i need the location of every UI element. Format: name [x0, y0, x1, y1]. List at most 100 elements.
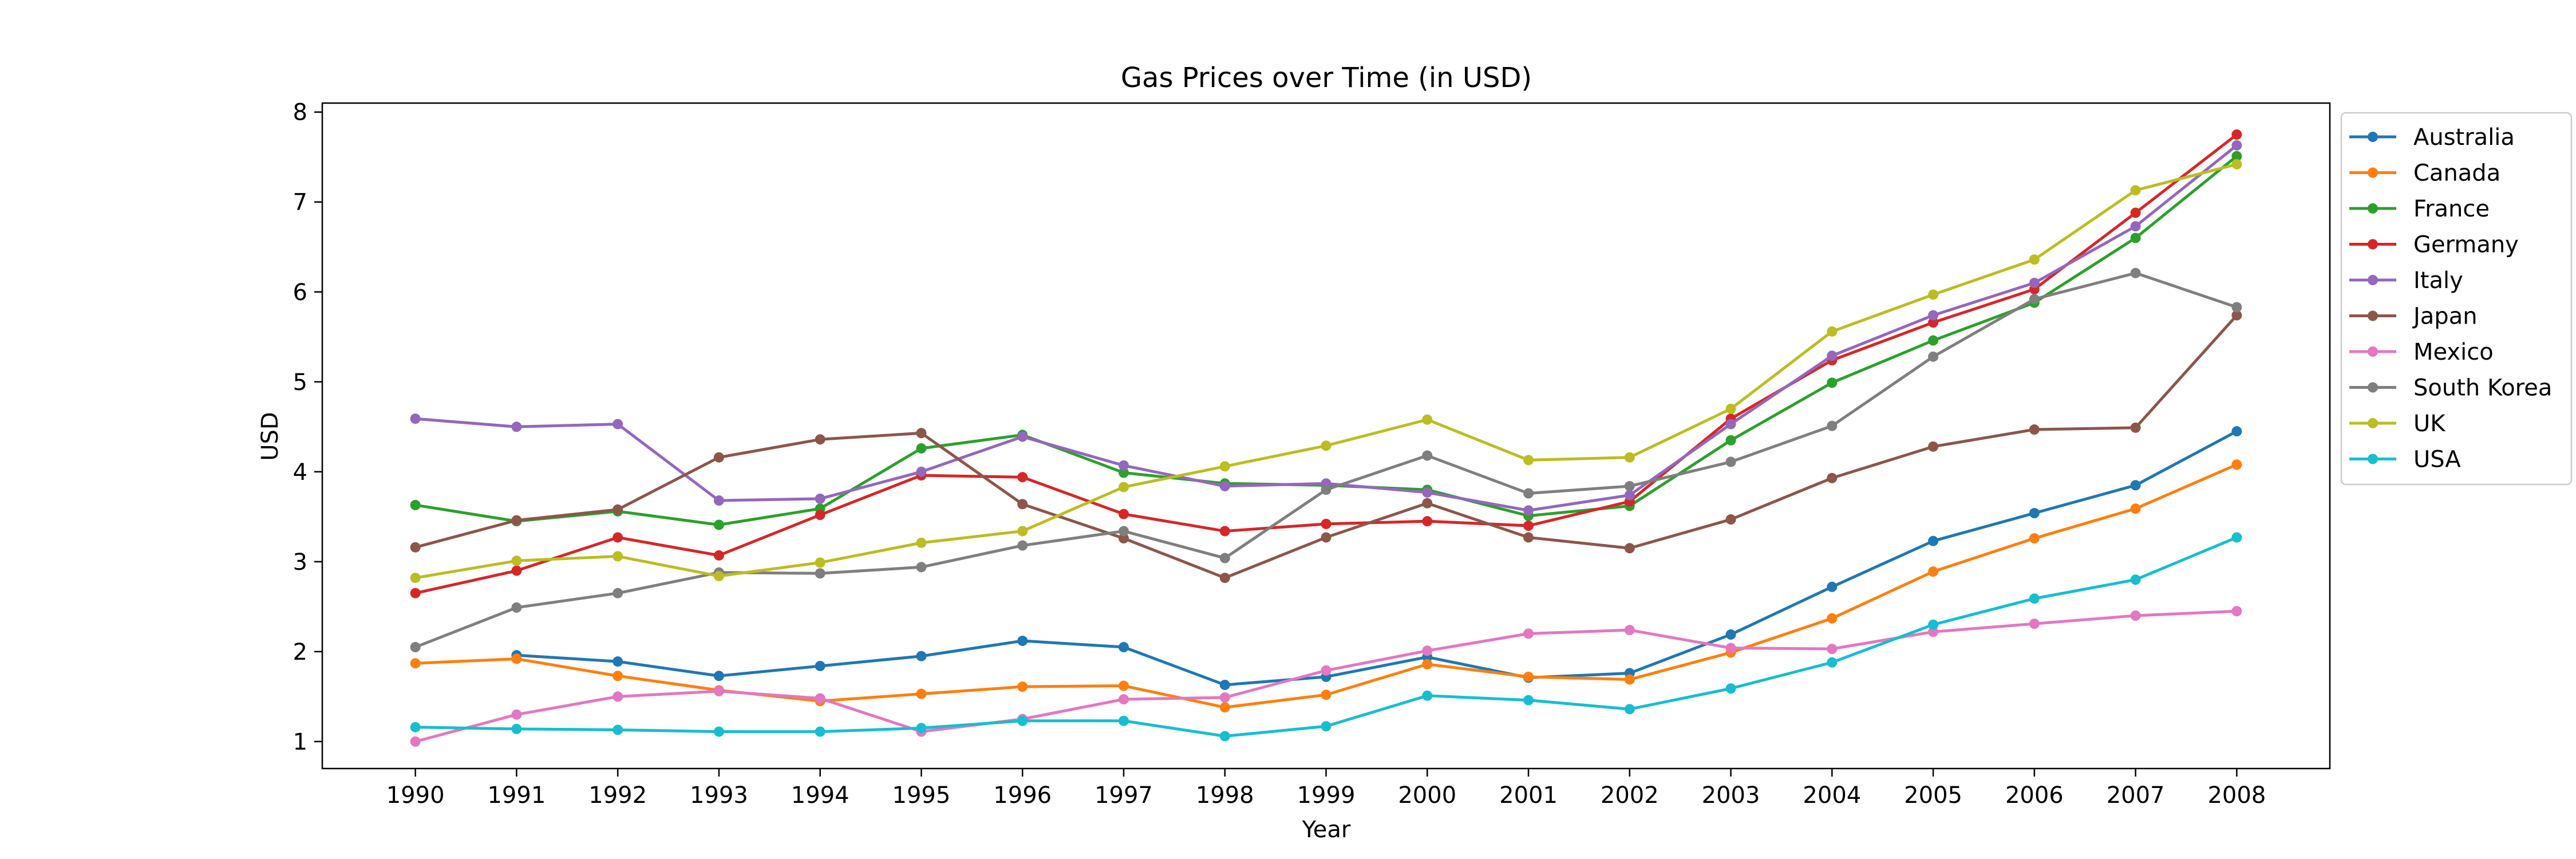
data-point: [511, 709, 522, 720]
data-point: [1523, 455, 1534, 466]
data-point: [511, 602, 522, 613]
data-point: [1523, 695, 1534, 706]
legend-item: Italy: [2349, 267, 2463, 294]
data-point: [410, 722, 421, 732]
data-point: [1422, 516, 1433, 527]
data-point: [1523, 505, 1534, 516]
data-point: [916, 537, 927, 548]
data-point: [1928, 626, 1939, 637]
data-point: [916, 443, 927, 454]
data-point: [1624, 543, 1635, 554]
series-line: [515, 429, 2239, 687]
data-point: [613, 691, 623, 702]
data-point: [916, 723, 927, 734]
data-point: [1422, 645, 1433, 656]
data-point: [1827, 420, 1838, 431]
data-point: [1017, 715, 1028, 726]
data-point: [713, 495, 724, 506]
data-point: [1523, 671, 1534, 682]
data-point: [1321, 665, 1332, 676]
data-point: [916, 688, 927, 699]
data-point: [2130, 480, 2141, 491]
data-point: [1422, 414, 1433, 425]
y-tick-label: 8: [293, 100, 307, 126]
x-tick-label: 1996: [993, 782, 1052, 809]
legend-label: Germany: [2413, 232, 2519, 258]
data-point: [916, 428, 927, 439]
data-point: [613, 656, 623, 667]
series-japan: [410, 310, 2242, 584]
data-point: [1219, 573, 1230, 584]
x-tick-label: 2005: [1904, 782, 1962, 809]
data-point: [713, 726, 724, 737]
data-point: [1422, 487, 1433, 498]
data-point: [1624, 480, 1635, 491]
legend-item: USA: [2349, 447, 2461, 473]
data-point: [1219, 480, 1230, 491]
data-point: [815, 493, 825, 504]
data-point: [1928, 335, 1939, 346]
data-point: [1422, 498, 1433, 509]
data-point: [713, 570, 724, 581]
data-point: [1827, 472, 1838, 483]
data-point: [410, 542, 421, 553]
data-point: [1523, 521, 1534, 531]
data-point: [1118, 526, 1129, 537]
data-point: [410, 736, 421, 747]
data-point: [511, 565, 522, 576]
data-point: [1725, 683, 1736, 694]
y-tick-label: 4: [293, 459, 307, 486]
legend-item: Australia: [2349, 124, 2515, 151]
data-point: [1928, 535, 1939, 546]
data-point: [1017, 540, 1028, 551]
data-point: [1017, 472, 1028, 483]
data-point: [1827, 350, 1838, 361]
data-point: [1219, 731, 1230, 742]
x-tick-label: 1994: [791, 782, 850, 809]
x-tick-label: 1990: [386, 782, 445, 809]
data-point: [1827, 657, 1838, 668]
data-point: [2029, 508, 2040, 519]
legend-marker: [2368, 239, 2378, 250]
data-point: [1422, 450, 1433, 461]
y-tick-label: 2: [293, 639, 307, 665]
series-germany: [410, 129, 2242, 598]
data-point: [1219, 702, 1230, 713]
data-point: [2029, 424, 2040, 435]
data-point: [815, 568, 825, 579]
data-point: [410, 573, 421, 584]
data-point: [410, 658, 421, 669]
data-point: [1827, 644, 1838, 655]
data-point: [815, 557, 825, 568]
data-point: [613, 551, 623, 562]
data-point: [713, 685, 724, 696]
data-point: [1422, 659, 1433, 669]
data-point: [1118, 694, 1129, 705]
data-point: [613, 588, 623, 598]
series-usa: [410, 532, 2242, 742]
data-point: [1118, 715, 1129, 726]
data-point: [2029, 618, 2040, 629]
data-point: [2231, 310, 2242, 321]
legend-label: USA: [2413, 447, 2461, 473]
data-point: [2130, 422, 2141, 433]
y-tick-label: 3: [293, 549, 307, 576]
data-point: [613, 671, 623, 681]
y-tick-label: 6: [293, 279, 307, 306]
x-tick-label: 1992: [588, 782, 647, 809]
legend-marker: [2368, 275, 2378, 285]
legend-item: UK: [2349, 411, 2446, 437]
legend-item: Mexico: [2349, 339, 2494, 365]
x-tick-label: 2007: [2107, 782, 2165, 809]
data-point: [613, 532, 623, 543]
data-point: [2130, 267, 2141, 278]
data-point: [2231, 606, 2242, 617]
data-point: [1523, 488, 1534, 499]
series-line: [414, 535, 2239, 738]
data-point: [1321, 689, 1332, 700]
data-point: [1523, 532, 1534, 543]
data-point: [916, 562, 927, 573]
data-point: [410, 588, 421, 598]
x-tick-label: 1998: [1196, 782, 1254, 809]
